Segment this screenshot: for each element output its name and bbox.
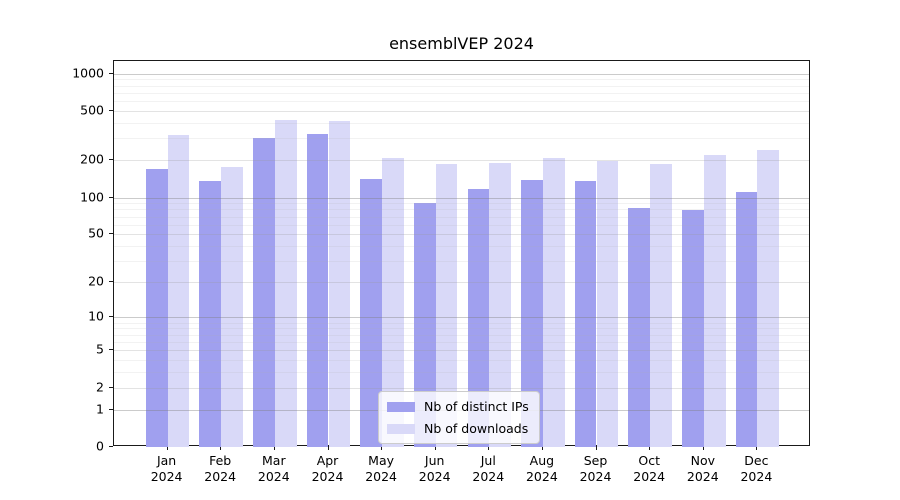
- plot-area: [113, 60, 810, 447]
- y-tick-label-20: 20: [88, 273, 104, 289]
- y-tick-label-2: 2: [96, 379, 104, 395]
- x-tick-label-may: May 2024: [365, 453, 397, 484]
- bar-distinct-ips-jan: [145, 169, 168, 447]
- legend-item-downloads: Nb of downloads: [387, 419, 529, 438]
- y-tick-label-0: 0: [96, 438, 104, 454]
- y-tick-1: [109, 408, 113, 410]
- y-tick-50: [109, 233, 113, 235]
- y-tick-1000: [109, 72, 113, 74]
- bar-downloads-dec: [757, 150, 780, 447]
- x-tick-oct: [649, 446, 651, 450]
- y-tick-label-100: 100: [80, 189, 104, 204]
- bar-downloads-feb: [221, 166, 243, 447]
- y-tick-label-50: 50: [88, 225, 104, 241]
- y-tick-label-5: 5: [96, 341, 104, 357]
- x-tick-jun: [434, 446, 436, 450]
- legend-label-downloads: Nb of downloads: [424, 421, 529, 436]
- x-tick-feb: [220, 446, 222, 450]
- bar-distinct-ips-sep: [574, 180, 597, 447]
- y-tick-5: [109, 349, 113, 351]
- x-tick-label-jun: Jun 2024: [418, 453, 451, 484]
- bars-layer: [114, 61, 809, 447]
- x-tick-dec: [756, 446, 758, 450]
- y-tick-0: [109, 446, 113, 447]
- y-tick-label-500: 500: [80, 102, 104, 118]
- x-tick-label-jul: Jul 2024: [472, 453, 505, 484]
- x-tick-sep: [595, 446, 597, 450]
- y-tick-200: [109, 159, 113, 161]
- legend-item-distinct-ips: Nb of distinct IPs: [387, 397, 529, 416]
- x-tick-label-feb: Feb 2024: [204, 453, 237, 484]
- bar-distinct-ips-oct: [628, 208, 651, 447]
- bar-distinct-ips-may: [360, 179, 383, 447]
- bar-distinct-ips-feb: [199, 181, 222, 447]
- bar-downloads-jun: [435, 164, 458, 447]
- chart-title: ensemblVEP 2024: [389, 34, 534, 53]
- y-tick-10: [109, 316, 113, 318]
- legend: Nb of distinct IPs Nb of downloads: [378, 391, 540, 444]
- y-tick-label-10: 10: [88, 308, 104, 324]
- bar-downloads-apr: [328, 121, 351, 447]
- x-tick-mar: [273, 446, 275, 450]
- bar-downloads-sep: [596, 161, 619, 447]
- legend-label-distinct-ips: Nb of distinct IPs: [424, 399, 529, 414]
- legend-swatch-distinct-ips: [387, 401, 415, 412]
- bar-downloads-jan: [167, 135, 190, 447]
- x-tick-label-aug: Aug 2024: [525, 453, 558, 484]
- x-tick-apr: [327, 446, 329, 450]
- bar-distinct-ips-aug: [521, 180, 543, 447]
- x-tick-label-sep: Sep 2024: [579, 453, 612, 484]
- bar-distinct-ips-apr: [306, 134, 329, 447]
- x-tick-label-mar: Mar 2024: [257, 453, 290, 484]
- y-tick-label-200: 200: [80, 151, 104, 167]
- bar-downloads-may: [382, 157, 404, 447]
- bar-downloads-nov: [703, 155, 726, 447]
- bar-distinct-ips-jun: [413, 202, 436, 447]
- bar-distinct-ips-jul: [467, 189, 490, 447]
- x-tick-label-jan: Jan 2024: [150, 453, 183, 484]
- legend-swatch-downloads: [387, 423, 415, 434]
- x-tick-label-nov: Nov 2024: [686, 453, 719, 484]
- x-tick-label-dec: Dec 2024: [740, 453, 773, 484]
- bar-distinct-ips-dec: [735, 191, 758, 447]
- bar-distinct-ips-nov: [682, 210, 704, 447]
- bar-downloads-oct: [650, 163, 672, 447]
- x-tick-label-oct: Oct 2024: [633, 453, 666, 484]
- y-tick-500: [109, 109, 113, 111]
- x-tick-nov: [702, 446, 704, 450]
- bar-downloads-mar: [274, 119, 297, 447]
- y-tick-label-1: 1: [96, 401, 104, 416]
- y-tick-100: [109, 196, 113, 198]
- y-tick-20: [109, 281, 113, 283]
- bar-distinct-ips-mar: [253, 137, 275, 447]
- x-tick-jan: [166, 446, 168, 450]
- y-tick-2: [109, 386, 113, 388]
- y-tick-label-1000: 1000: [72, 65, 104, 80]
- x-tick-may: [381, 446, 383, 450]
- x-tick-jul: [488, 446, 490, 450]
- x-tick-aug: [541, 446, 543, 450]
- x-tick-label-apr: Apr 2024: [311, 453, 344, 484]
- bar-downloads-aug: [542, 158, 565, 447]
- bar-downloads-jul: [489, 163, 512, 447]
